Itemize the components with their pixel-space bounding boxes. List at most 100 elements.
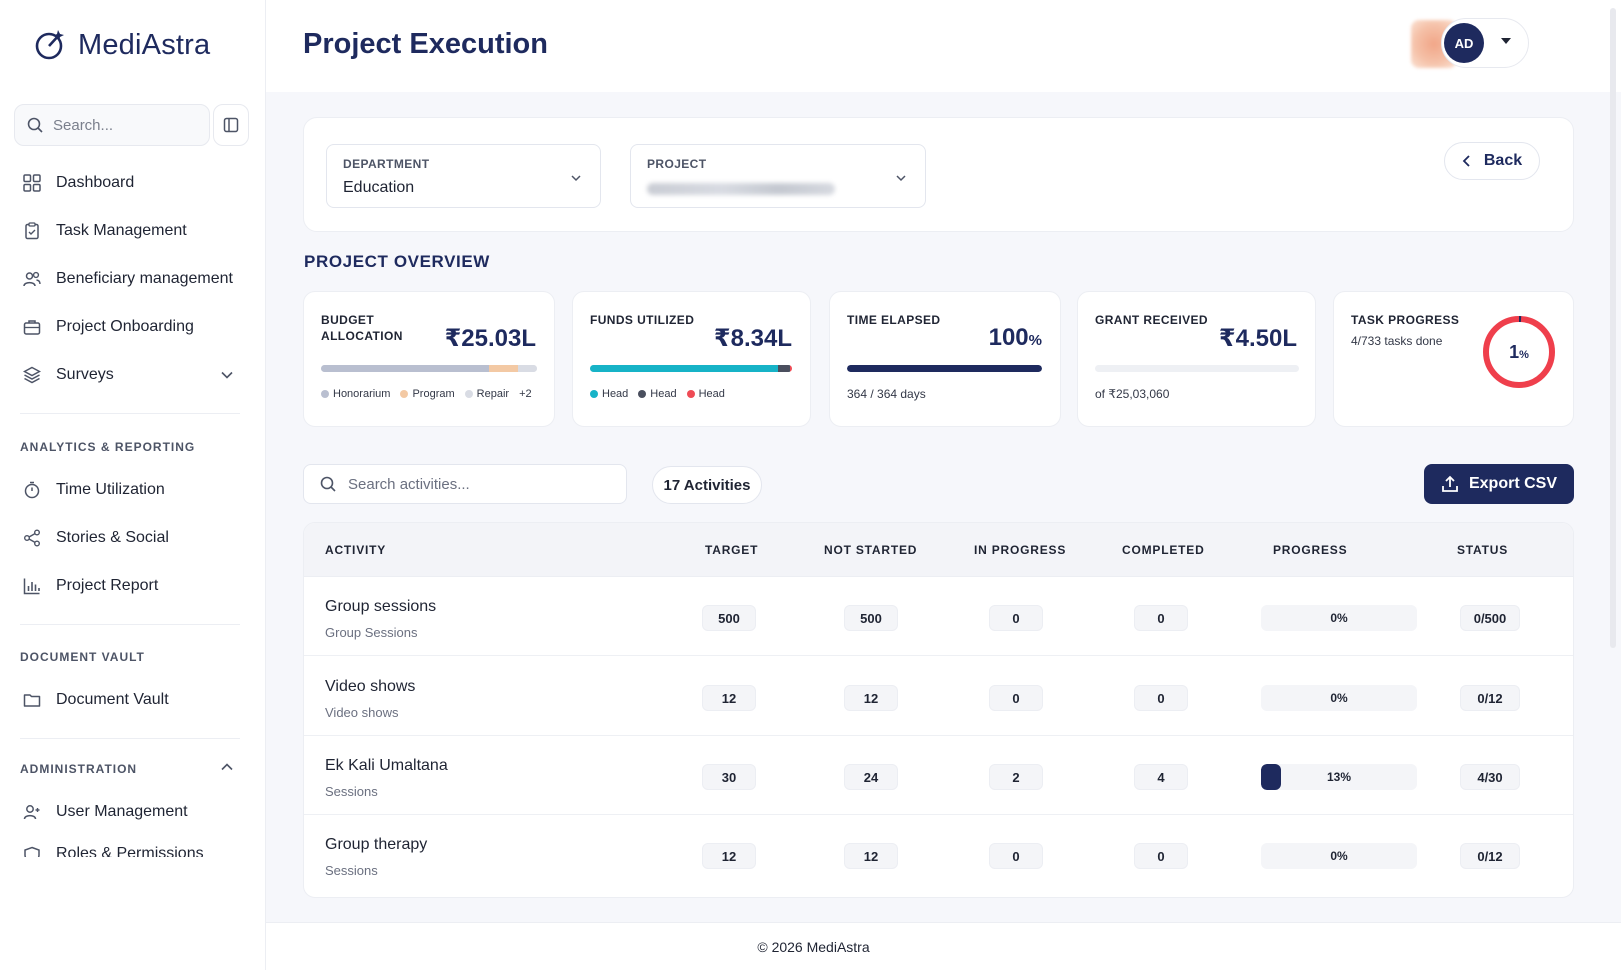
table-row[interactable]: Video shows Video shows 12 12 0 0 0% 0/1… xyxy=(304,657,1573,736)
stat-subtext: 364 / 364 days xyxy=(847,387,926,401)
app-logo[interactable]: MediAstra xyxy=(34,28,210,62)
status-badge: 0/12 xyxy=(1460,843,1520,869)
not-started-value: 12 xyxy=(844,685,898,711)
stat-label: TASK PROGRESS xyxy=(1351,313,1460,327)
clipboard-icon xyxy=(22,221,42,241)
bar-segment xyxy=(590,365,778,372)
department-select[interactable]: DEPARTMENT Education xyxy=(326,144,601,208)
top-header: Project Execution AD xyxy=(266,0,1621,92)
chevron-down-icon[interactable] xyxy=(220,368,234,382)
stat-value: ₹25.03L xyxy=(444,325,536,352)
folder-icon xyxy=(22,690,42,710)
sidebar-item-project-onboarding[interactable]: Project Onboarding xyxy=(22,312,250,342)
budget-bar xyxy=(321,365,537,372)
progress-bar: 0% xyxy=(1261,685,1417,711)
target-value: 30 xyxy=(702,764,756,790)
table-row[interactable]: Group sessions Group Sessions 500 500 0 … xyxy=(304,577,1573,656)
column-header[interactable]: NOT STARTED xyxy=(824,543,918,557)
column-header[interactable]: PROGRESS xyxy=(1273,543,1348,557)
activity-search-input[interactable] xyxy=(348,475,608,493)
sidebar-item-label: Roles & Permissions xyxy=(56,845,204,857)
sidebar-item-label: Stories & Social xyxy=(56,529,169,546)
not-started-value: 12 xyxy=(844,843,898,869)
sidebar-item-beneficiary-management[interactable]: Beneficiary management xyxy=(22,264,250,294)
sidebar-item-time-utilization[interactable]: Time Utilization xyxy=(22,475,250,505)
copyright-text: © 2026 MediAstra xyxy=(757,939,870,955)
activity-category: Sessions xyxy=(325,784,378,799)
department-value: Education xyxy=(343,179,415,196)
sidebar-search[interactable] xyxy=(14,104,210,146)
not-started-value: 24 xyxy=(844,764,898,790)
search-icon xyxy=(27,117,43,133)
stat-value: 100% xyxy=(988,324,1042,351)
sidebar-toggle-button[interactable] xyxy=(213,104,249,146)
funds-bar xyxy=(590,365,792,372)
table-row[interactable]: Group therapy Sessions 12 12 0 0 0% 0/12 xyxy=(304,815,1573,894)
sidebar-search-input[interactable] xyxy=(53,116,193,134)
activity-name: Group therapy xyxy=(325,836,428,853)
activity-search[interactable] xyxy=(303,464,627,504)
section-label-document-vault: DOCUMENT VAULT xyxy=(20,650,145,664)
sidebar-item-label: User Management xyxy=(56,803,188,820)
stopwatch-icon xyxy=(22,480,42,500)
budget-allocation-card: BUDGET ALLOCATION ₹25.03L Honorarium Prog… xyxy=(303,291,555,427)
bar-segment xyxy=(321,365,490,372)
bar-segment xyxy=(777,365,790,372)
share-icon xyxy=(22,528,42,548)
activity-category: Group Sessions xyxy=(325,625,418,640)
sidebar-item-dashboard[interactable]: Dashboard xyxy=(22,168,250,198)
users-icon xyxy=(22,269,42,289)
department-label: DEPARTMENT xyxy=(343,157,430,171)
table-row[interactable]: Ek Kali Umaltana Sessions 30 24 2 4 13% … xyxy=(304,736,1573,815)
time-bar xyxy=(847,365,1042,372)
upload-icon xyxy=(1442,475,1458,492)
sidebar-item-label: Project Onboarding xyxy=(56,318,194,335)
sidebar-item-task-management[interactable]: Task Management xyxy=(22,216,250,246)
page-scrollbar[interactable] xyxy=(1610,8,1616,648)
not-started-value: 500 xyxy=(844,605,898,631)
activities-table: ACTIVITY TARGET NOT STARTED IN PROGRESS … xyxy=(303,522,1574,898)
caret-down-icon[interactable] xyxy=(1501,38,1511,44)
status-badge: 0/500 xyxy=(1460,605,1520,631)
filter-card: DEPARTMENT Education PROJECT xyxy=(303,117,1574,232)
section-label-analytics: ANALYTICS & REPORTING xyxy=(20,440,196,454)
chevron-left-icon xyxy=(1462,155,1470,167)
stat-label: FUNDS UTILIZED xyxy=(590,313,695,327)
legend-item: Program xyxy=(400,388,455,400)
target-value: 500 xyxy=(702,605,756,631)
sidebar-item-roles-permissions[interactable]: Roles & Permissions xyxy=(22,845,250,857)
avatar[interactable]: AD xyxy=(1444,23,1484,63)
progress-bar: 13% xyxy=(1261,764,1417,790)
grid-icon xyxy=(22,173,42,193)
chevron-up-icon[interactable] xyxy=(220,760,234,774)
sidebar-item-label: Project Report xyxy=(56,577,159,594)
activity-category: Video shows xyxy=(325,705,399,720)
project-select[interactable]: PROJECT xyxy=(630,144,926,208)
sidebar-item-surveys[interactable]: Surveys xyxy=(22,360,250,390)
sidebar-item-label: Time Utilization xyxy=(56,481,165,498)
sidebar-item-label: Beneficiary management xyxy=(56,270,233,287)
sidebar-item-document-vault[interactable]: Document Vault xyxy=(22,685,250,715)
export-csv-button[interactable]: Export CSV xyxy=(1424,464,1574,504)
completed-value: 4 xyxy=(1134,764,1188,790)
progress-bar: 0% xyxy=(1261,843,1417,869)
column-header[interactable]: ACTIVITY xyxy=(325,543,387,557)
back-button[interactable]: Back xyxy=(1444,142,1540,180)
bar-segment xyxy=(517,365,537,372)
column-header[interactable]: COMPLETED xyxy=(1122,543,1205,557)
completed-value: 0 xyxy=(1134,843,1188,869)
project-value-redacted xyxy=(647,183,835,195)
column-header[interactable]: IN PROGRESS xyxy=(974,543,1067,557)
grant-received-card: GRANT RECEIVED ₹4.50L of ₹25,03,060 xyxy=(1077,291,1316,427)
sidebar-item-user-management[interactable]: User Management xyxy=(22,797,250,827)
activity-category: Sessions xyxy=(325,863,378,878)
layers-icon xyxy=(22,365,42,385)
sidebar-item-project-report[interactable]: Project Report xyxy=(22,571,250,601)
page-title: Project Execution xyxy=(303,28,548,60)
legend-item: Head xyxy=(590,388,628,400)
sidebar-item-stories-social[interactable]: Stories & Social xyxy=(22,523,250,553)
stat-label: GRANT RECEIVED xyxy=(1095,313,1208,327)
column-header[interactable]: STATUS xyxy=(1457,543,1509,557)
column-header[interactable]: TARGET xyxy=(705,543,759,557)
stat-subtext: of ₹25,03,060 xyxy=(1095,387,1170,401)
